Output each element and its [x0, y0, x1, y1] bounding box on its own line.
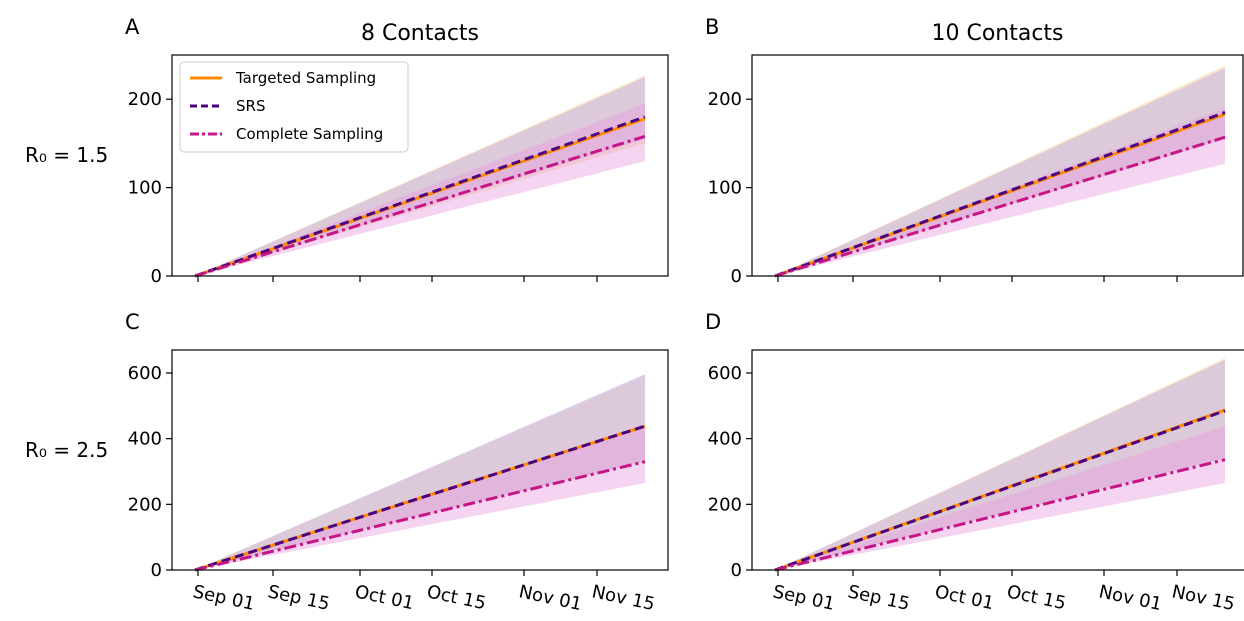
- series-line-complete: [194, 460, 646, 572]
- panel-D: 0 200 400 600 Sep 01 Sep 15 Oct 01 Oct 15 Nov 01…: [705, 310, 1244, 615]
- axes-frame: [751, 349, 1244, 571]
- band-targeted: [195, 75, 645, 276]
- band-complete: [775, 426, 1225, 570]
- band-targeted: [195, 375, 645, 570]
- legend: Targeted Sampling SRS Complete Sampling: [179, 61, 409, 153]
- panel-B: 0 100 200 B 10 Contacts: [705, 15, 1244, 287]
- x-tick-label: Nov 15: [590, 581, 657, 615]
- y-tick-label: 100: [708, 178, 742, 199]
- x-tick-label: Oct 15: [425, 581, 488, 614]
- x-tick-label: Oct 15: [1005, 581, 1068, 614]
- panel-letter: B: [705, 15, 719, 39]
- band-complete: [775, 108, 1225, 276]
- y-tick-label: 200: [128, 494, 162, 515]
- panel-letter: D: [705, 310, 721, 334]
- y-tick-label: 0: [151, 266, 162, 287]
- legend-box: [179, 61, 409, 153]
- row-label-r0-1-5: R₀ = 1.5: [25, 143, 108, 167]
- x-tick-label: Oct 01: [353, 581, 416, 614]
- x-tick-label: Nov 01: [517, 581, 584, 615]
- y-tick-label: 0: [731, 560, 742, 581]
- series-line-complete: [774, 458, 1226, 572]
- y-tick-label: 600: [708, 363, 742, 384]
- axes-frame: [171, 54, 669, 277]
- series-line-srs: [774, 111, 1226, 278]
- series-line-complete: [194, 134, 646, 278]
- band-srs: [775, 68, 1225, 276]
- series-line-complete: [774, 135, 1226, 278]
- panel-letter: C: [125, 310, 140, 334]
- series-line-srs: [774, 409, 1226, 572]
- x-tick-label: Nov 15: [1170, 581, 1237, 615]
- y-tick-label: 600: [128, 363, 162, 384]
- series-line-srs: [194, 115, 646, 278]
- row-label-r0-2-5: R₀ = 2.5: [25, 438, 108, 462]
- y-tick-label: 100: [128, 178, 162, 199]
- band-srs: [775, 359, 1225, 570]
- y-tick-label: 200: [128, 89, 162, 110]
- axes-frame: [171, 349, 669, 571]
- y-tick-label: 200: [708, 494, 742, 515]
- x-tick-label: Sep 15: [846, 581, 912, 615]
- band-srs: [195, 373, 645, 570]
- band-srs: [195, 77, 645, 276]
- panel-title: 10 Contacts: [931, 21, 1063, 46]
- panel-C: 0 200 400 600 Sep 01 Sep 15 Oct 01 Oct 15 Nov 01…: [125, 310, 669, 615]
- legend-label-complete: Complete Sampling: [236, 125, 383, 143]
- y-tick-label: 400: [708, 429, 742, 450]
- x-tick-label: Oct 01: [933, 581, 996, 614]
- panel-letter: A: [125, 15, 140, 39]
- y-tick-label: 400: [128, 429, 162, 450]
- legend-label-targeted: Targeted Sampling: [235, 69, 376, 87]
- axes-frame: [751, 54, 1244, 277]
- x-tick-label: Nov 01: [1097, 581, 1164, 615]
- x-tick-label: Sep 01: [771, 581, 837, 615]
- legend-label-srs: SRS: [236, 97, 265, 115]
- band-targeted: [775, 65, 1225, 276]
- band-targeted: [775, 358, 1225, 570]
- y-tick-label: 0: [151, 560, 162, 581]
- panel-title: 8 Contacts: [361, 21, 479, 46]
- y-tick-label: 200: [708, 89, 742, 110]
- y-tick-label: 0: [731, 266, 742, 287]
- band-complete: [195, 103, 645, 277]
- x-tick-label: Sep 01: [191, 581, 257, 615]
- series-line-srs: [194, 424, 646, 572]
- x-tick-label: Sep 15: [266, 581, 332, 615]
- panel-A: 0 100 200 A 8 Contacts Targeted Sampling SRS Co…: [125, 15, 669, 287]
